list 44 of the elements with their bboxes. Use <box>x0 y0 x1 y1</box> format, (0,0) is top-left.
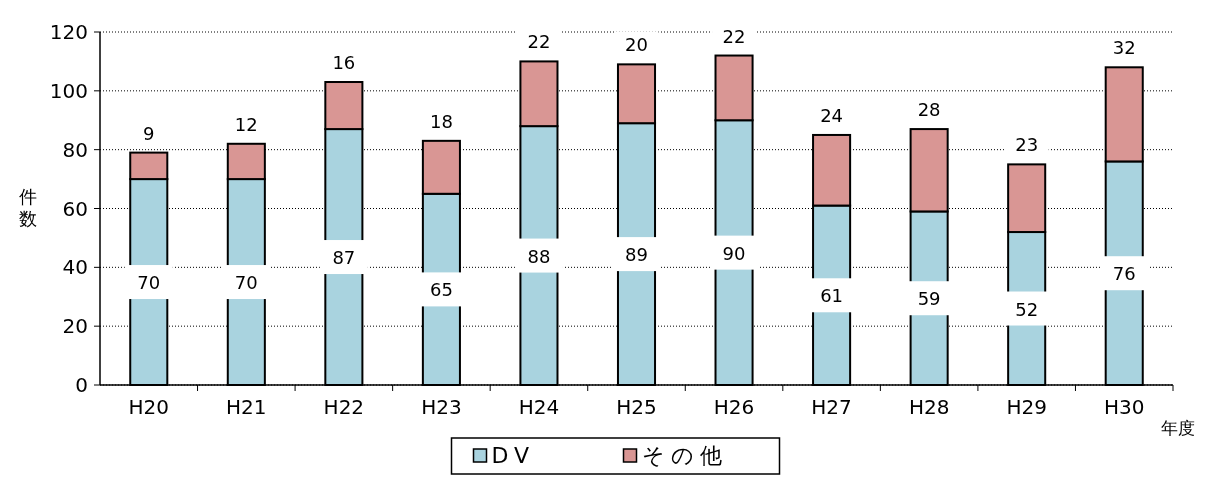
y-tick-label: 80 <box>62 137 88 162</box>
data-label: 89 <box>625 244 648 266</box>
data-label: 20 <box>625 34 648 56</box>
x-tick-label: H26 <box>713 395 755 419</box>
data-label: 65 <box>429 279 453 301</box>
data-label: 59 <box>917 288 941 310</box>
data-label: 76 <box>1112 263 1136 285</box>
data-label: 90 <box>722 242 746 264</box>
x-tick-label: H29 <box>1006 395 1047 419</box>
x-tick-label: H27 <box>811 395 852 419</box>
data-label: 70 <box>137 272 161 294</box>
y-tick-label: 40 <box>62 255 88 280</box>
data-label: 18 <box>429 110 453 132</box>
data-label: 12 <box>234 113 258 135</box>
legend-label: DV <box>491 443 536 468</box>
x-tick-label: H22 <box>323 395 365 419</box>
data-label: 23 <box>1015 134 1039 156</box>
data-label: 22 <box>722 25 746 47</box>
y-tick-label: 0 <box>75 373 88 397</box>
data-label: 32 <box>1112 37 1136 59</box>
data-label: 88 <box>527 245 551 267</box>
x-tick-label: H23 <box>421 395 462 419</box>
data-label: 61 <box>820 285 844 307</box>
data-label: 24 <box>820 104 844 126</box>
x-tick-label: H20 <box>128 395 170 419</box>
y-tick-label: 100 <box>49 78 88 103</box>
data-label: 16 <box>332 52 356 74</box>
x-tick-label: H30 <box>1103 395 1145 419</box>
y-tick-label: 20 <box>62 314 88 339</box>
y-tick-label: 60 <box>62 196 88 221</box>
x-tick-label: H21 <box>226 395 267 419</box>
x-tick-label: H25 <box>616 395 657 419</box>
x-axis-title: 年度 <box>1161 418 1195 438</box>
x-tick-label: H28 <box>908 395 950 419</box>
data-label: 9 <box>143 122 155 144</box>
y-tick-label: 120 <box>49 20 88 44</box>
data-label: 87 <box>332 247 356 269</box>
data-label: 52 <box>1015 298 1039 320</box>
data-label: 70 <box>234 272 258 294</box>
x-tick-label: H24 <box>518 395 560 419</box>
y-axis-title: 件数 <box>19 185 37 229</box>
data-label: 28 <box>917 99 941 121</box>
data-label: 22 <box>527 31 551 53</box>
legend-label: その他 <box>641 443 728 468</box>
